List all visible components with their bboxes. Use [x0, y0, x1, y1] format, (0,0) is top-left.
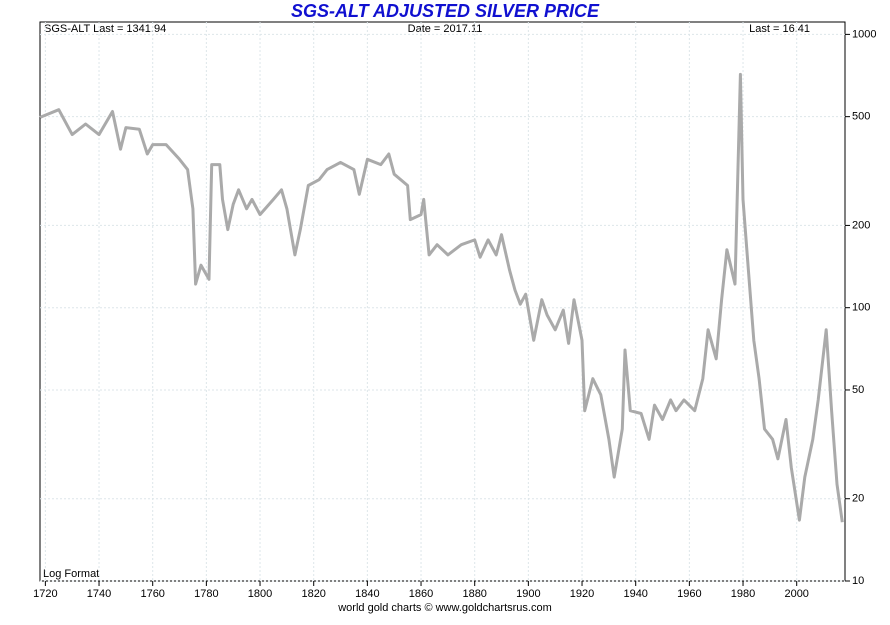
format-note: Log Format	[43, 568, 99, 580]
x-tick-label: 1780	[194, 588, 218, 600]
x-tick-label: 1900	[516, 588, 540, 600]
x-tick-label: 1820	[301, 588, 325, 600]
y-tick-label: 200	[852, 219, 870, 231]
x-tick-label: 1880	[462, 588, 486, 600]
annotation: SGS-ALT Last = 1341.94	[44, 23, 166, 35]
x-tick-label: 1840	[355, 588, 379, 600]
y-tick-label: 20	[852, 493, 864, 505]
x-tick-label: 1720	[33, 588, 57, 600]
x-tick-label: 1860	[409, 588, 433, 600]
x-tick-label: 1980	[731, 588, 755, 600]
annotation: Last = 16.41	[749, 23, 810, 35]
x-tick-label: 1960	[677, 588, 701, 600]
x-tick-label: 1760	[140, 588, 164, 600]
y-tick-label: 10	[852, 575, 864, 587]
price-line	[39, 72, 844, 523]
y-tick-label: 500	[852, 111, 870, 123]
y-tick-label: 50	[852, 384, 864, 396]
chart-title: SGS-ALT ADJUSTED SILVER PRICE	[291, 1, 600, 21]
source: world gold charts © www.goldchartsrus.co…	[337, 602, 552, 614]
y-tick-label: 1000	[852, 28, 876, 40]
x-tick-label: 1920	[570, 588, 594, 600]
x-tick-label: 1800	[248, 588, 272, 600]
y-tick-label: 100	[852, 302, 870, 314]
x-tick-label: 1940	[623, 588, 647, 600]
plot-frame	[39, 21, 846, 582]
x-tick-label: 2000	[784, 588, 808, 600]
x-tick-label: 1740	[87, 588, 111, 600]
annotation: Date = 2017.11	[408, 23, 483, 35]
